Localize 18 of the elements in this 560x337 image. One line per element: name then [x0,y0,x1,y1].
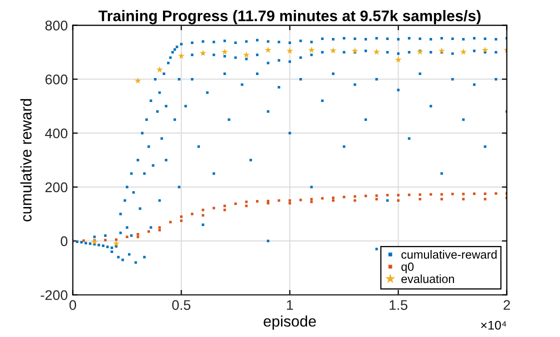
x-axis-title: episode [264,315,316,330]
legend-label: q0 [401,262,414,274]
x-tick-label: 0 [69,300,76,310]
y-tick-label: 600 [45,74,68,84]
legend-label: cumulative-reward [401,250,497,259]
text: ×10⁴ [481,320,506,330]
x-tick-label: 2 [504,300,510,310]
legend-label: evaluation [401,274,454,284]
y-axis-title: cumulative reward [20,99,32,222]
y-tick-label: 800 [45,20,68,30]
chart-title: Training Progress (11.79 minutes at 9.57k samples/s) [98,10,481,24]
y-tick-label: 400 [45,128,68,138]
x-tick-label: 1 [286,300,293,310]
x-tick-label: 1.5 [390,300,408,310]
y-tick-label: -200 [40,290,68,300]
y-tick-label: 200 [45,182,68,192]
x-tick-label: 0.5 [172,300,190,310]
y-tick-label: 0 [60,236,68,246]
